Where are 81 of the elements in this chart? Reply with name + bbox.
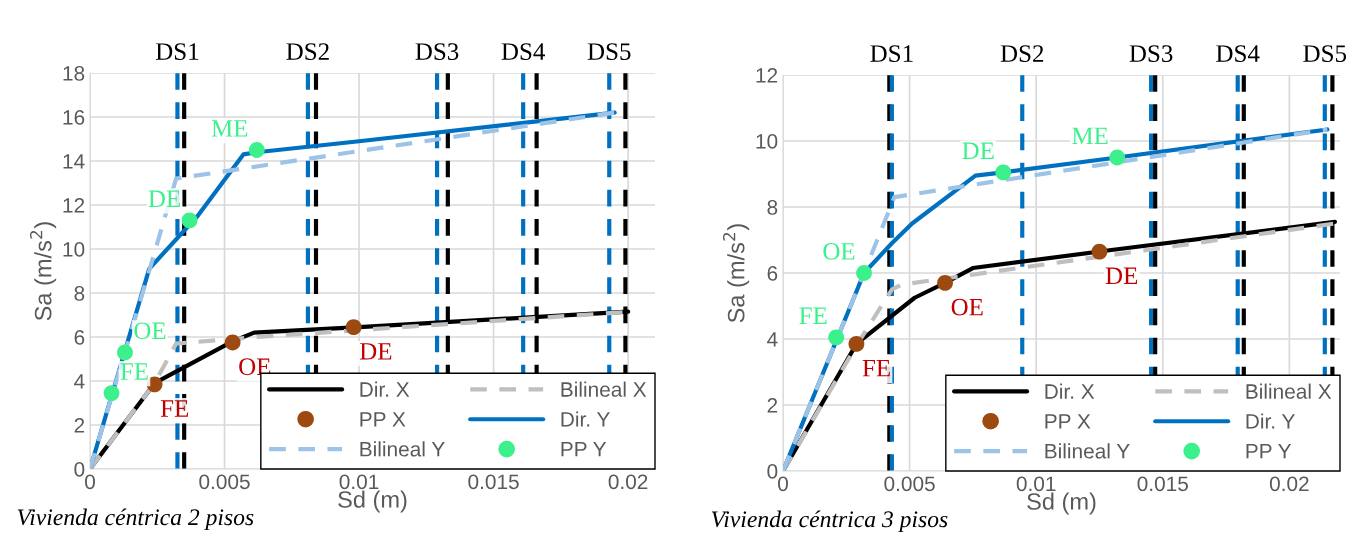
y-tick-label: 6: [767, 266, 778, 281]
legend-label: Dir. Y: [561, 411, 610, 427]
legend-label: PP Y: [561, 442, 607, 457]
x-tick-label: 0.01: [1016, 476, 1056, 492]
point: [103, 385, 120, 402]
legend-label: Bilineal Y: [1045, 443, 1130, 459]
point: [117, 344, 133, 361]
y-tick-label: 2: [74, 418, 85, 433]
text: Vivienda céntrica 3 pisos: [711, 510, 948, 533]
y-tick-label: 12: [63, 198, 85, 213]
x-tick-label: 0.01: [339, 474, 379, 490]
y-tick-label: 14: [63, 154, 85, 169]
x-tick-label: 0.02: [1269, 476, 1309, 492]
annotation: ME: [1072, 127, 1108, 145]
legend-label: Dir. X: [360, 381, 410, 397]
y-tick-label: 6: [74, 330, 85, 345]
point: [345, 319, 362, 336]
point: [848, 336, 865, 352]
legend-label: Bilineal X: [1246, 383, 1332, 399]
annotation: OE: [951, 298, 983, 316]
ref-line-label: DS3: [1129, 45, 1173, 62]
legend-label: PP X: [1045, 414, 1091, 429]
point: [248, 142, 265, 158]
ref-line-label: DS2: [1000, 45, 1044, 62]
point: [856, 265, 872, 281]
ref-line-label: DS5: [1303, 45, 1347, 62]
annotation: DE: [1105, 267, 1138, 284]
annotation: DE: [359, 343, 392, 360]
y-tick-label: 16: [63, 110, 85, 125]
ref-line-label: DS4: [1216, 45, 1260, 62]
ref-line-label: DS3: [415, 43, 459, 60]
y-tick-label: 18: [63, 66, 85, 81]
y-tick-label: 12: [756, 68, 778, 83]
y-tick-label: 4: [74, 374, 85, 389]
x-tick-label: 0.015: [468, 474, 519, 490]
x-tick-label: 0: [85, 474, 95, 490]
x-axis-title: Sd (m): [1027, 492, 1096, 515]
y-tick-label: 8: [767, 200, 778, 215]
x-tick-label: 0.005: [884, 476, 935, 492]
y-tick-label: 8: [74, 286, 85, 301]
point: [224, 334, 241, 351]
annotation: ME: [211, 120, 248, 137]
ref-line-label: DS4: [501, 43, 546, 60]
text: Vivienda céntrica 2 pisos: [17, 508, 254, 531]
y-tick-label: 0: [74, 462, 85, 477]
point: [937, 274, 953, 291]
x-axis-title: Sd (m): [338, 490, 407, 513]
ref-line-label: DS1: [155, 43, 199, 60]
annotation: OE: [823, 243, 855, 260]
annotation: DE: [148, 190, 180, 208]
point: [1109, 149, 1126, 166]
annotation: FE: [862, 359, 890, 377]
ref-line-label: DS1: [870, 45, 913, 62]
y-axis-title: Sa (m/s$^{2}$): [29, 222, 57, 321]
y-tick-label: 10: [756, 134, 778, 149]
ref-line-label: DS2: [286, 43, 329, 60]
legend-label: Dir. Y: [1246, 413, 1295, 429]
annotation: OE: [134, 322, 166, 340]
ref-line-label: DS5: [587, 43, 631, 60]
x-tick-label: 0: [778, 476, 788, 492]
annotation: FE: [160, 400, 189, 417]
legend-label: Dir. X: [1045, 383, 1095, 399]
legend-label: Bilineal Y: [360, 441, 445, 457]
annotation: FE: [799, 307, 827, 324]
y-axis-title: Sa (m/s$^{2}$): [722, 224, 750, 323]
x-tick-label: 0.02: [608, 474, 648, 490]
y-tick-label: 4: [767, 332, 778, 347]
point: [828, 329, 845, 346]
legend-label: PP X: [360, 412, 406, 427]
x-tick-label: 0.015: [1137, 476, 1188, 492]
legend-label: Bilineal X: [561, 381, 647, 397]
legend-label: PP Y: [1246, 444, 1292, 459]
y-tick-label: 10: [63, 242, 85, 257]
y-tick-label: 0: [767, 464, 778, 479]
y-tick-label: 2: [767, 398, 778, 413]
annotation: DE: [962, 142, 994, 159]
point: [181, 212, 198, 229]
annotation: FE: [120, 363, 148, 380]
point: [995, 164, 1012, 181]
x-tick-label: 0.005: [199, 474, 250, 490]
point: [1091, 243, 1108, 260]
